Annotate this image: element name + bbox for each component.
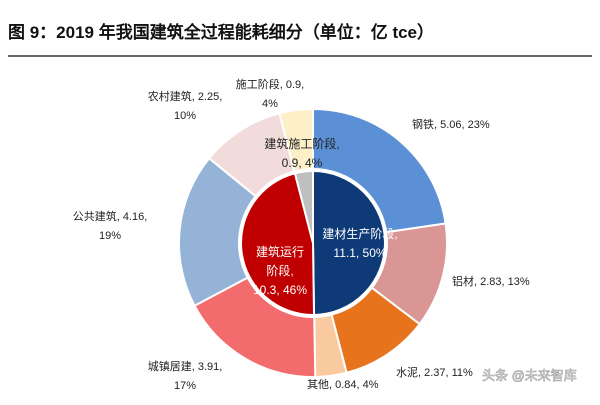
inner-slice xyxy=(312,169,387,317)
inner-slice xyxy=(293,169,314,244)
inner-label: 0.9, 4% xyxy=(282,156,323,170)
outer-slice xyxy=(278,107,314,173)
outer-label: 4% xyxy=(262,98,278,110)
inner-label: 建材生产阶段, xyxy=(322,226,397,241)
outer-slice xyxy=(312,107,447,234)
outer-label: 19% xyxy=(99,230,121,242)
inner-slice xyxy=(240,172,316,316)
inner-label: 阶段, xyxy=(266,263,293,278)
chart-title: 图 9：2019 年我国建筑全过程能耗细分（单位：亿 tce） xyxy=(8,22,434,42)
outer-label: 钢铁, 5.06, 23% xyxy=(412,118,490,131)
outer-label: 施工阶段, 0.9, xyxy=(236,77,304,91)
outer-label: 公共建筑, 4.16, xyxy=(73,209,148,223)
outer-label: 其他, 0.84, 4% xyxy=(307,378,379,391)
outer-label: 城镇居建, 3.91, xyxy=(148,359,223,373)
inner-label: 建筑运行 xyxy=(256,244,304,259)
inner-label: 11.1, 50% xyxy=(333,246,386,260)
inner-label: 10.3, 46% xyxy=(253,283,307,297)
outer-label: 水泥, 2.37, 11% xyxy=(396,366,473,379)
outer-label: 铝材, 2.83, 13% xyxy=(452,274,530,288)
outer-label: 17% xyxy=(174,380,196,392)
watermark: 头条 @未来智库 xyxy=(482,368,577,383)
outer-label: 农村建筑, 2.25, xyxy=(148,89,223,103)
outer-label: 10% xyxy=(174,110,196,122)
inner-label: 建筑施工阶段, xyxy=(264,136,339,151)
